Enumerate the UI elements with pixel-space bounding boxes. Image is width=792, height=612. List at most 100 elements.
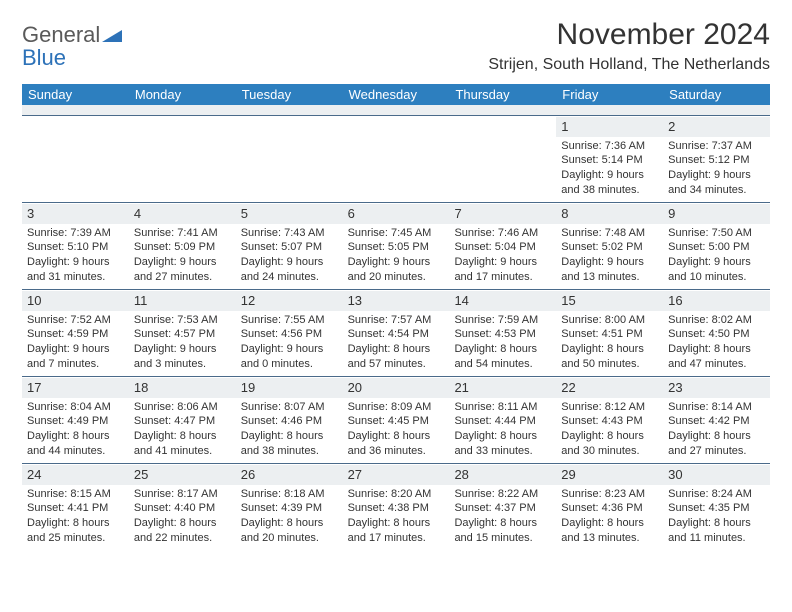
sunrise-text: Sunrise: 8:20 AM	[348, 487, 445, 502]
daylight-text: Daylight: 8 hours and 11 minutes.	[668, 516, 765, 546]
daylight-text: Daylight: 8 hours and 33 minutes.	[454, 429, 551, 459]
day-cell: 15Sunrise: 8:00 AMSunset: 4:51 PMDayligh…	[556, 290, 663, 376]
sunrise-text: Sunrise: 8:23 AM	[561, 487, 658, 502]
sunset-text: Sunset: 4:45 PM	[348, 414, 445, 429]
daylight-text: Daylight: 8 hours and 30 minutes.	[561, 429, 658, 459]
logo-part1: General	[22, 22, 100, 47]
daylight-text: Daylight: 8 hours and 13 minutes.	[561, 516, 658, 546]
sunset-text: Sunset: 4:37 PM	[454, 501, 551, 516]
daylight-text: Daylight: 9 hours and 24 minutes.	[241, 255, 338, 285]
day-number: 8	[556, 204, 663, 224]
sunrise-text: Sunrise: 8:14 AM	[668, 400, 765, 415]
daylight-text: Daylight: 8 hours and 50 minutes.	[561, 342, 658, 372]
sunset-text: Sunset: 4:49 PM	[27, 414, 124, 429]
sunrise-text: Sunrise: 7:37 AM	[668, 139, 765, 154]
day-number: 9	[663, 204, 770, 224]
sunrise-text: Sunrise: 8:02 AM	[668, 313, 765, 328]
day-header: Sunday	[22, 84, 129, 105]
sunset-text: Sunset: 5:05 PM	[348, 240, 445, 255]
daylight-text: Daylight: 8 hours and 25 minutes.	[27, 516, 124, 546]
sunrise-text: Sunrise: 7:36 AM	[561, 139, 658, 154]
sunrise-text: Sunrise: 7:46 AM	[454, 226, 551, 241]
triangle-icon	[102, 28, 122, 47]
day-number: 2	[663, 117, 770, 137]
sunset-text: Sunset: 5:12 PM	[668, 153, 765, 168]
day-number: 13	[343, 291, 450, 311]
daylight-text: Daylight: 9 hours and 38 minutes.	[561, 168, 658, 198]
day-number: 24	[22, 465, 129, 485]
day-cell: 24 Sunrise: 8:15 AMSunset: 4:41 PMDayligh…	[22, 464, 129, 550]
day-cell: 10Sunrise: 7:52 AMSunset: 4:59 PMDayligh…	[22, 290, 129, 376]
daylight-text: Daylight: 9 hours and 34 minutes.	[668, 168, 765, 198]
sunset-text: Sunset: 4:39 PM	[241, 501, 338, 516]
sunset-text: Sunset: 5:02 PM	[561, 240, 658, 255]
day-number: 22	[556, 378, 663, 398]
sunrise-text: Sunrise: 8:17 AM	[134, 487, 231, 502]
day-cell: 18Sunrise: 8:06 AMSunset: 4:47 PMDayligh…	[129, 377, 236, 463]
daylight-text: Daylight: 8 hours and 47 minutes.	[668, 342, 765, 372]
day-number: 7	[449, 204, 556, 224]
day-cell: 20Sunrise: 8:09 AMSunset: 4:45 PMDayligh…	[343, 377, 450, 463]
sunrise-text: Sunrise: 7:50 AM	[668, 226, 765, 241]
daylight-text: Daylight: 9 hours and 0 minutes.	[241, 342, 338, 372]
daylight-text: Daylight: 9 hours and 13 minutes.	[561, 255, 658, 285]
sunrise-text: Sunrise: 7:55 AM	[241, 313, 338, 328]
day-cell: 19Sunrise: 8:07 AMSunset: 4:46 PMDayligh…	[236, 377, 343, 463]
day-number: 30	[663, 465, 770, 485]
daylight-text: Daylight: 8 hours and 54 minutes.	[454, 342, 551, 372]
sunset-text: Sunset: 4:51 PM	[561, 327, 658, 342]
daylight-text: Daylight: 8 hours and 22 minutes.	[134, 516, 231, 546]
day-cell: 26Sunrise: 8:18 AMSunset: 4:39 PMDayligh…	[236, 464, 343, 550]
day-number: 5	[236, 204, 343, 224]
daylight-text: Daylight: 8 hours and 20 minutes.	[241, 516, 338, 546]
day-number: 6	[343, 204, 450, 224]
sunset-text: Sunset: 4:53 PM	[454, 327, 551, 342]
week-row: 10Sunrise: 7:52 AMSunset: 4:59 PMDayligh…	[22, 289, 770, 376]
day-cell: 13Sunrise: 7:57 AMSunset: 4:54 PMDayligh…	[343, 290, 450, 376]
day-cell	[236, 116, 343, 202]
sunset-text: Sunset: 5:14 PM	[561, 153, 658, 168]
sunrise-text: Sunrise: 8:07 AM	[241, 400, 338, 415]
sunset-text: Sunset: 4:41 PM	[27, 501, 124, 516]
day-cell: 12Sunrise: 7:55 AMSunset: 4:56 PMDayligh…	[236, 290, 343, 376]
sunrise-text: Sunrise: 7:53 AM	[134, 313, 231, 328]
day-number: 27	[343, 465, 450, 485]
week-row: 24Sunrise: 8:15 AMSunset: 4:41 PMDayligh…	[22, 463, 770, 550]
sunrise-text: Sunrise: 7:45 AM	[348, 226, 445, 241]
logo-part2: Blue	[22, 45, 66, 70]
daylight-text: Daylight: 9 hours and 31 minutes.	[27, 255, 124, 285]
day-cell	[449, 116, 556, 202]
location-text: Strijen, South Holland, The Netherlands	[488, 56, 770, 74]
day-number: 29	[556, 465, 663, 485]
sunset-text: Sunset: 4:38 PM	[348, 501, 445, 516]
day-cell: 1Sunrise: 7:36 AMSunset: 5:14 PMDaylight…	[556, 116, 663, 202]
sunrise-text: Sunrise: 7:43 AM	[241, 226, 338, 241]
sunset-text: Sunset: 4:36 PM	[561, 501, 658, 516]
sunrise-text: Sunrise: 8:09 AM	[348, 400, 445, 415]
sunrise-text: Sunrise: 7:48 AM	[561, 226, 658, 241]
day-number: 14	[449, 291, 556, 311]
sunrise-text: Sunrise: 7:57 AM	[348, 313, 445, 328]
day-number: 21	[449, 378, 556, 398]
sunrise-text: Sunrise: 7:52 AM	[27, 313, 124, 328]
day-number: 4	[129, 204, 236, 224]
day-number: 16	[663, 291, 770, 311]
daylight-text: Daylight: 8 hours and 41 minutes.	[134, 429, 231, 459]
day-number: 19	[236, 378, 343, 398]
day-header: Thursday	[449, 84, 556, 105]
sunset-text: Sunset: 5:04 PM	[454, 240, 551, 255]
day-cell	[343, 116, 450, 202]
day-cell: 9Sunrise: 7:50 AMSunset: 5:00 PMDaylight…	[663, 203, 770, 289]
day-cell	[22, 116, 129, 202]
daylight-text: Daylight: 8 hours and 38 minutes.	[241, 429, 338, 459]
day-cell: 22Sunrise: 8:12 AMSunset: 4:43 PMDayligh…	[556, 377, 663, 463]
month-title: November 2024	[488, 18, 770, 52]
sunset-text: Sunset: 4:54 PM	[348, 327, 445, 342]
day-cell: 16 Sunrise: 8:02 AMSunset: 4:50 PMDayligh…	[663, 290, 770, 376]
sunrise-text: Sunrise: 8:15 AM	[27, 487, 124, 502]
daylight-text: Daylight: 9 hours and 27 minutes.	[134, 255, 231, 285]
day-cell: 7Sunrise: 7:46 AMSunset: 5:04 PMDaylight…	[449, 203, 556, 289]
week-row: 17Sunrise: 8:04 AMSunset: 4:49 PMDayligh…	[22, 376, 770, 463]
day-cell: 2 Sunrise: 7:37 AMSunset: 5:12 PMDaylight…	[663, 116, 770, 202]
sunset-text: Sunset: 4:50 PM	[668, 327, 765, 342]
